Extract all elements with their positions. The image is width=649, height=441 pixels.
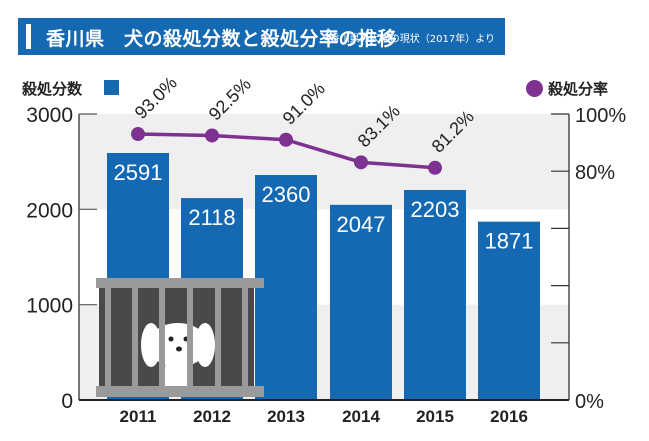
- cage-bottom-rail: [96, 386, 264, 397]
- x-tick-label: 2014: [342, 407, 380, 426]
- right-tick-label: 100%: [575, 105, 626, 127]
- right-legend-label: 殺処分率: [548, 80, 609, 98]
- bar-2014: [330, 204, 392, 400]
- cage-bar: [187, 287, 193, 395]
- rate-marker: [205, 128, 219, 143]
- cage-bar: [215, 287, 221, 395]
- left-legend-label: 殺処分数: [22, 80, 83, 98]
- rate-marker: [428, 160, 442, 175]
- cage-bar: [242, 287, 248, 395]
- x-tick-label: 2016: [490, 407, 528, 426]
- bar-value-label: 2203: [411, 197, 460, 222]
- cage-bar: [105, 287, 111, 395]
- cage-bar: [132, 287, 138, 395]
- dog-eye-icon: [168, 336, 174, 342]
- cage-top-rail: [96, 278, 264, 288]
- dog-ear-left-icon: [141, 323, 161, 367]
- right-tick-label: 0%: [575, 391, 604, 413]
- rate-marker: [279, 132, 293, 147]
- left-tick-label: 3000: [26, 104, 73, 127]
- dog-ear-right-icon: [195, 323, 215, 367]
- bar-value-label: 1871: [485, 229, 534, 254]
- bar-value-label: 2118: [188, 205, 235, 230]
- cage-bar: [159, 287, 165, 395]
- dog-nose-icon: [176, 346, 182, 352]
- bar-value-label: 2591: [114, 160, 163, 185]
- chart-title: 香川県 犬の殺処分数と殺処分率の推移: [46, 28, 398, 50]
- bar-2015: [404, 189, 466, 400]
- x-tick-label: 2013: [267, 407, 305, 426]
- line-legend-marker: [526, 80, 543, 97]
- bar-value-label: 2047: [337, 212, 386, 237]
- bar-legend-swatch: [104, 80, 119, 95]
- x-tick-label: 2012: [193, 407, 231, 426]
- left-tick-label: 1000: [26, 295, 73, 318]
- rate-marker: [131, 127, 145, 142]
- bar-2016: [478, 221, 540, 400]
- banner-accent-bar: [26, 24, 31, 49]
- title-banner: 香川県 犬の殺処分数と殺処分率の推移 香川県の犬猫の現状（2017年）より: [18, 18, 505, 55]
- x-tick-label: 2011: [120, 407, 157, 426]
- x-tick-label: 2015: [416, 407, 454, 426]
- bar-2013: [255, 175, 317, 400]
- chart-source: 香川県の犬猫の現状（2017年）より: [329, 34, 495, 45]
- rate-marker: [354, 155, 368, 170]
- right-tick-label: 80%: [575, 162, 615, 184]
- left-tick-label: 2000: [26, 199, 73, 222]
- bar-value-label: 2360: [262, 182, 311, 207]
- left-tick-label: 0: [61, 390, 73, 413]
